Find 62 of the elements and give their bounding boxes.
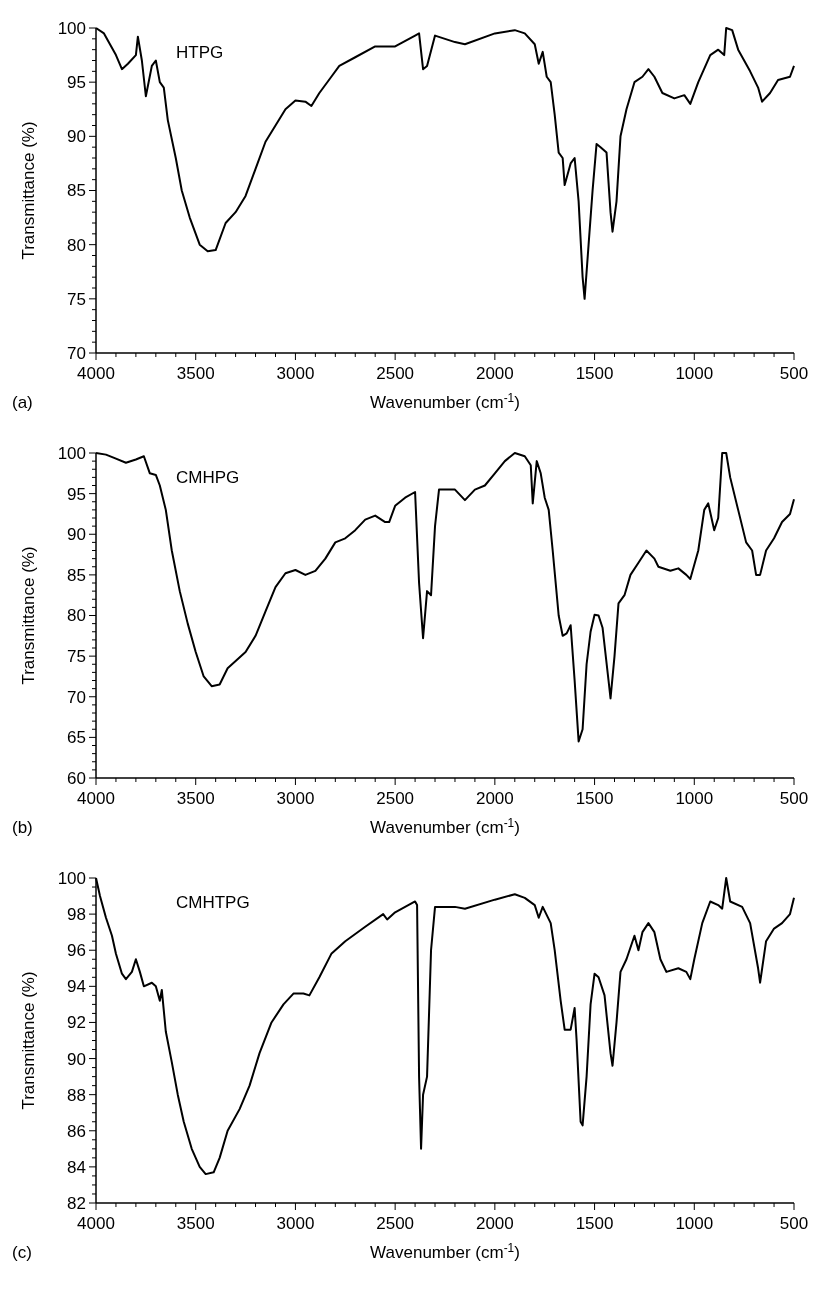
y-axis-title: Transmittance (%) (19, 546, 38, 685)
y-tick-label: 80 (67, 235, 86, 255)
y-axis-title: Transmittance (%) (19, 971, 38, 1110)
x-tick-label: 1000 (675, 364, 714, 383)
x-tick-label: 3000 (276, 789, 315, 808)
x-tick-label: 3500 (176, 364, 215, 383)
x-axis-title: Wavenumber (cm$^{-1}$) (370, 816, 520, 837)
y-tick-label: 88 (67, 1085, 86, 1105)
text: CMHTPG (176, 893, 250, 912)
x-tick-label: 1000 (675, 789, 714, 808)
x-tick-label: 1500 (575, 364, 614, 383)
y-tick-label: 84 (67, 1157, 86, 1177)
y-tick-label: 86 (67, 1121, 86, 1141)
x-tick-label: 500 (779, 364, 809, 383)
x-tick-label: 1500 (575, 789, 614, 808)
y-tick-label: 85 (67, 565, 86, 585)
x-tick-label: 1500 (575, 1214, 614, 1233)
y-tick-label: 80 (67, 606, 86, 626)
x-tick-label: 4000 (77, 364, 115, 383)
y-tick-label: 75 (67, 289, 86, 309)
series-label: HTPG (176, 43, 224, 62)
y-tick-label: 100 (57, 443, 86, 463)
y-tick-label: 90 (67, 127, 86, 147)
text: (a) (12, 393, 33, 412)
text: (c) (12, 1243, 32, 1262)
x-axis-title: Wavenumber (cm$^{-1}$) (370, 1241, 520, 1262)
y-tick-label: 70 (67, 343, 86, 363)
x-tick-label: 3000 (276, 364, 315, 383)
x-tick-label: 3000 (276, 1214, 315, 1233)
y-tick-label: 96 (67, 941, 86, 961)
y-axis-title: Transmittance (%) (19, 121, 38, 260)
x-tick-label: 500 (779, 789, 809, 808)
x-tick-label: 2500 (376, 364, 415, 383)
y-tick-label: 60 (67, 768, 86, 788)
x-tick-label: 500 (779, 1214, 809, 1233)
y-tick-label: 95 (67, 484, 86, 504)
x-tick-label: 2000 (475, 364, 514, 383)
y-tick-label: 82 (67, 1193, 86, 1213)
y-tick-label: 98 (67, 905, 86, 925)
y-tick-label: 75 (67, 647, 86, 667)
y-tick-label: 65 (67, 728, 86, 748)
x-tick-label: 3500 (176, 789, 215, 808)
x-tick-label: 2000 (475, 1214, 514, 1233)
y-tick-label: 70 (67, 687, 86, 707)
x-tick-label: 2000 (475, 789, 514, 808)
x-tick-label: 4000 (77, 1214, 115, 1233)
series-label: CMHPG (176, 468, 240, 487)
y-tick-label: 92 (67, 1013, 86, 1033)
x-tick-label: 3500 (176, 1214, 215, 1233)
y-tick-label: 100 (57, 868, 86, 888)
x-tick-label: 2500 (376, 1214, 415, 1233)
text: (b) (12, 818, 33, 837)
x-tick-label: 2500 (376, 789, 415, 808)
x-axis-title: Wavenumber (cm$^{-1}$) (370, 391, 520, 412)
y-tick-label: 90 (67, 1049, 86, 1069)
x-tick-label: 4000 (77, 789, 115, 808)
y-tick-label: 85 (67, 181, 86, 201)
y-tick-label: 95 (67, 73, 86, 93)
x-tick-label: 1000 (675, 1214, 714, 1233)
y-tick-label: 90 (67, 525, 86, 545)
y-tick-label: 100 (57, 18, 86, 38)
y-tick-label: 94 (67, 977, 86, 997)
